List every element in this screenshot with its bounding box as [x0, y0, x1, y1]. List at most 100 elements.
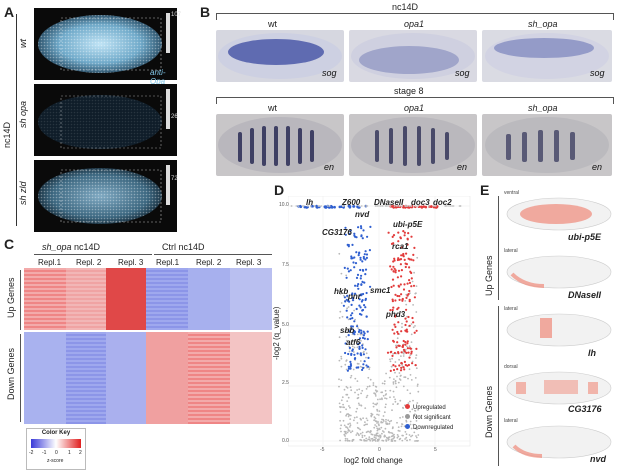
panel-e-view-1: ventral [504, 190, 520, 196]
volcano-point [349, 363, 352, 366]
volcano-point [353, 256, 356, 259]
volcano-point [347, 306, 350, 308]
volcano-point [394, 344, 397, 347]
volcano-point [353, 346, 356, 349]
volcano-point [356, 407, 358, 410]
volcano-point [397, 402, 399, 405]
volcano-point [342, 419, 345, 422]
volcano-point [339, 310, 342, 313]
panel-d-ytick-2: 2.5 [282, 380, 289, 386]
volcano-point [342, 304, 345, 307]
volcano-point [353, 416, 356, 419]
volcano-point [410, 435, 412, 438]
volcano-point [408, 434, 411, 436]
volcano-point [339, 419, 341, 422]
volcano-point [350, 374, 353, 377]
volcano-point [403, 258, 406, 261]
volcano-point [395, 386, 398, 389]
volcano-point [408, 266, 411, 269]
volcano-point [345, 274, 348, 277]
volcano-point [403, 368, 406, 371]
volcano-point [389, 369, 392, 372]
volcano-point [339, 411, 342, 413]
volcano-point [349, 269, 352, 272]
volcano-point [394, 398, 396, 401]
volcano-point [356, 422, 359, 424]
volcano-point [383, 382, 386, 385]
volcano-point [366, 330, 369, 333]
volcano-point [415, 436, 418, 439]
volcano-point [352, 368, 355, 371]
volcano-point [417, 439, 419, 442]
volcano-point [402, 385, 405, 388]
panel-d-legend-text-down: Downregulated [413, 425, 454, 431]
volcano-point [375, 420, 378, 423]
volcano-point [400, 275, 403, 278]
volcano-point [347, 367, 350, 370]
volcano-point [349, 367, 352, 370]
volcano-point [347, 396, 350, 399]
volcano-point [380, 421, 383, 424]
volcano-point [385, 205, 388, 207]
panel-c-color-key-bar [31, 439, 81, 448]
volcano-point [362, 257, 365, 260]
volcano-point [363, 332, 366, 335]
volcano-point [397, 435, 400, 438]
volcano-point [360, 227, 363, 230]
volcano-point [393, 332, 396, 335]
volcano-point [413, 271, 415, 274]
volcano-point [397, 257, 400, 260]
volcano-point [345, 335, 348, 338]
panel-e-gene-4: CG3176 [568, 404, 602, 414]
panel-b-top-stage: nc14D [392, 2, 419, 12]
volcano-point [354, 292, 357, 295]
volcano-point [350, 352, 353, 355]
volcano-point [355, 276, 359, 279]
volcano-point [353, 320, 356, 323]
volcano-point [324, 206, 327, 209]
volcano-point [406, 347, 409, 350]
volcano-point [357, 330, 361, 333]
volcano-point [393, 396, 395, 398]
volcano-point [405, 420, 408, 423]
volcano-point [357, 402, 360, 405]
volcano-point [347, 299, 350, 303]
volcano-point [394, 269, 397, 272]
volcano-point [395, 346, 398, 349]
volcano-point [415, 347, 418, 350]
volcano-point [452, 205, 455, 207]
volcano-point [338, 336, 341, 339]
volcano-point [340, 424, 342, 427]
volcano-point [410, 350, 413, 353]
volcano-point [381, 432, 383, 435]
volcano-point [362, 330, 365, 333]
volcano-point [357, 393, 360, 396]
volcano-point [413, 246, 416, 249]
panel-d-gene-sbb: sbb [340, 326, 355, 335]
volcano-point [356, 416, 358, 418]
volcano-point [396, 337, 399, 340]
volcano-point [405, 433, 408, 436]
volcano-point [348, 439, 350, 442]
volcano-point [413, 431, 416, 434]
volcano-point [401, 297, 404, 301]
volcano-point [369, 285, 372, 288]
volcano-point [414, 205, 417, 207]
volcano-point [345, 385, 348, 388]
volcano-point [405, 308, 408, 311]
volcano-point [416, 383, 419, 386]
volcano-point [386, 423, 389, 425]
panel-c-col-2: Repl. 2 [76, 258, 102, 267]
volcano-point [356, 380, 359, 382]
panel-b-embryo-wt-en [218, 117, 342, 173]
volcano-point [398, 358, 400, 361]
volcano-point [360, 283, 363, 286]
volcano-point [364, 407, 367, 409]
volcano-point [401, 326, 403, 329]
panel-b-image-opa1-en: en [349, 114, 477, 176]
panel-c-col-4: Repl.1 [156, 258, 180, 267]
panel-e-view-4: dorsal [504, 364, 518, 370]
volcano-point [405, 263, 408, 266]
volcano-point [399, 416, 401, 419]
volcano-point [354, 318, 356, 321]
